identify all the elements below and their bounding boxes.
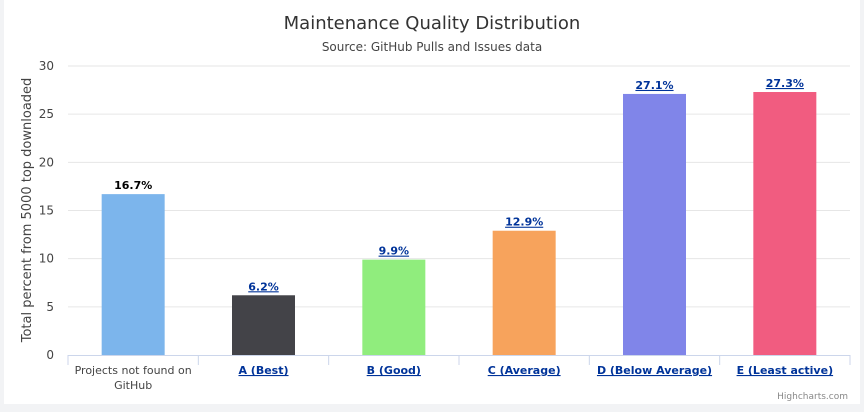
bar[interactable] (101, 194, 165, 355)
bar[interactable] (232, 295, 295, 355)
x-category-label[interactable]: B (Good) (367, 364, 421, 377)
data-label[interactable]: 6.2% (248, 280, 279, 293)
highcharts-credit[interactable]: Highcharts.com (777, 392, 848, 402)
y-tick-label: 15 (39, 204, 54, 218)
y-tick-label: 10 (39, 252, 54, 266)
bar[interactable] (492, 230, 556, 355)
bar[interactable] (623, 93, 686, 355)
x-category-label[interactable]: A (Best) (238, 364, 288, 377)
bar[interactable] (362, 259, 426, 355)
y-tick-label: 25 (39, 107, 54, 121)
x-category-label[interactable]: C (Average) (488, 364, 561, 377)
x-category-label[interactable]: E (Least active) (737, 364, 834, 377)
data-label: 16.7% (114, 179, 152, 192)
data-label[interactable]: 12.9% (505, 216, 543, 229)
data-label[interactable]: 9.9% (379, 245, 410, 258)
y-tick-label: 20 (39, 155, 54, 169)
y-axis-title: Total percent from 5000 top downloaded (20, 78, 35, 344)
x-category-label[interactable]: D (Below Average) (597, 364, 712, 377)
chart-subtitle: Source: GitHub Pulls and Issues data (322, 40, 542, 54)
data-label[interactable]: 27.1% (635, 79, 673, 92)
data-label[interactable]: 27.3% (766, 77, 804, 90)
chart-title: Maintenance Quality Distribution (284, 13, 581, 34)
y-tick-label: 0 (46, 348, 54, 362)
y-tick-label: 30 (39, 59, 54, 73)
bar[interactable] (753, 92, 817, 355)
y-tick-label: 5 (46, 300, 54, 314)
x-category-label: Projects not found on GitHub (75, 364, 192, 392)
